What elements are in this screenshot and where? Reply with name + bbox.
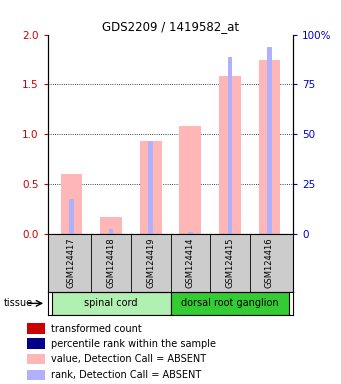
Text: spinal cord: spinal cord [84,298,138,308]
Text: percentile rank within the sample: percentile rank within the sample [51,339,216,349]
Text: rank, Detection Call = ABSENT: rank, Detection Call = ABSENT [51,370,201,380]
Bar [267,46,272,234]
Bar [227,56,232,234]
Bar [69,199,74,234]
Text: dorsal root ganglion: dorsal root ganglion [181,298,279,308]
Text: GSM124414: GSM124414 [186,238,195,288]
Bar [170,292,289,315]
Bar [27,338,45,349]
Text: GSM124419: GSM124419 [146,238,155,288]
Bar [140,141,162,234]
Text: value, Detection Call = ABSENT: value, Detection Call = ABSENT [51,354,206,364]
Text: tissue: tissue [3,298,32,308]
Text: GSM124415: GSM124415 [225,238,234,288]
Title: GDS2209 / 1419582_at: GDS2209 / 1419582_at [102,20,239,33]
Text: GSM124417: GSM124417 [67,238,76,288]
Bar [109,229,114,234]
Text: transformed count: transformed count [51,323,142,334]
Bar [27,354,45,364]
Text: GSM124416: GSM124416 [265,238,274,288]
Bar [148,141,153,234]
Bar [219,76,241,234]
Bar [258,60,280,234]
Bar [27,323,45,334]
Bar [52,292,170,315]
Bar [179,126,201,234]
Bar [100,217,122,234]
Bar [61,174,83,234]
Bar [188,232,193,234]
Text: GSM124418: GSM124418 [107,238,116,288]
Bar [27,370,45,380]
